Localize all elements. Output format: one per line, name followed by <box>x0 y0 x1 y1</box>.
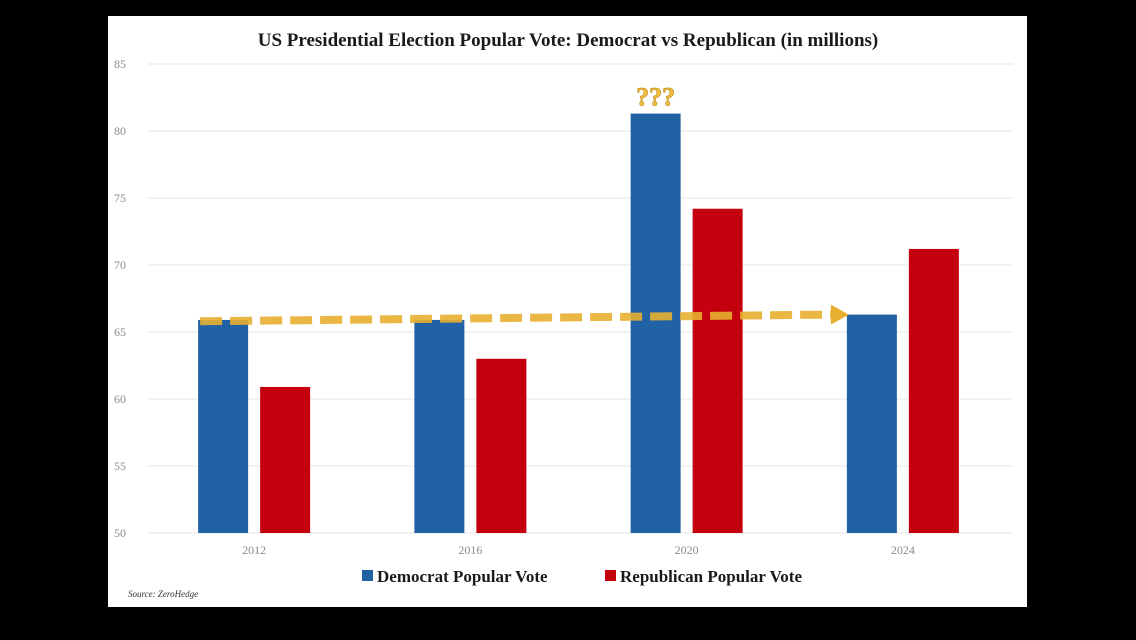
x-axis: 2012 2016 2020 2024 <box>242 543 915 557</box>
trend-arrow-line <box>200 310 833 326</box>
bars-layer <box>198 113 959 534</box>
y-tick-label: 65 <box>114 325 126 339</box>
y-tick-label: 70 <box>114 258 126 272</box>
legend: Democrat Popular Vote Republican Popular … <box>362 567 802 586</box>
legend-swatch <box>605 570 616 581</box>
bar-democrat-2016 <box>414 319 465 533</box>
y-tick-label: 60 <box>114 392 126 406</box>
x-tick-label: 2016 <box>458 543 482 557</box>
bar-democrat-2012 <box>198 319 249 533</box>
legend-label: Democrat Popular Vote <box>377 567 548 586</box>
bar-republican-2016 <box>476 358 527 533</box>
legend-swatch <box>362 570 373 581</box>
y-tick-label: 55 <box>114 459 126 473</box>
y-tick-label: 75 <box>114 191 126 205</box>
x-tick-label: 2020 <box>675 543 699 557</box>
chart-title: US Presidential Election Popular Vote: D… <box>258 30 879 51</box>
y-tick-label: 50 <box>114 526 126 540</box>
chart-svg: US Presidential Election Popular Vote: D… <box>114 30 1013 599</box>
bar-democrat-2024 <box>846 314 897 533</box>
x-tick-label: 2024 <box>891 543 915 557</box>
x-tick-label: 2012 <box>242 543 266 557</box>
question-marks-annotation: ??? <box>636 83 675 112</box>
chart-panel: US Presidential Election Popular Vote: D… <box>108 16 1027 607</box>
legend-label: Republican Popular Vote <box>620 567 802 586</box>
trend-arrow-head <box>830 304 849 325</box>
bar-democrat-2020 <box>630 113 681 533</box>
bar-republican-2020 <box>692 208 743 533</box>
bar-republican-2012 <box>260 386 311 533</box>
y-axis: 50 55 60 65 70 75 80 85 <box>114 57 126 540</box>
bar-republican-2024 <box>908 248 959 534</box>
annotation-layer: ??? <box>200 82 849 326</box>
y-tick-label: 85 <box>114 57 126 71</box>
y-tick-label: 80 <box>114 124 126 138</box>
source-note: Source: ZeroHedge <box>128 589 198 599</box>
